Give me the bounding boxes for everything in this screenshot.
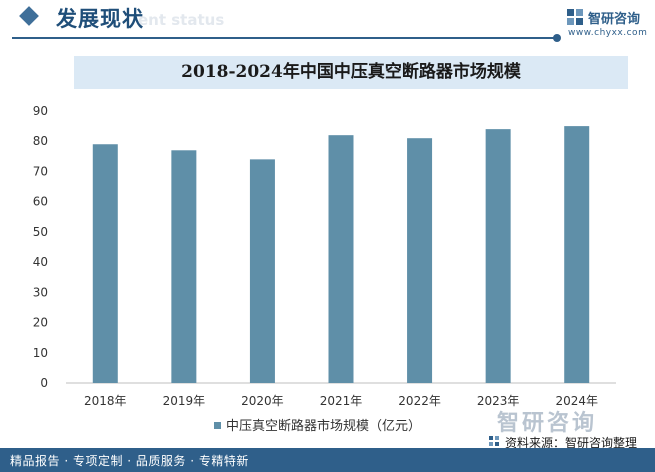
y-tick-label: 80: [33, 134, 48, 148]
footer-slogan: 精品报告 · 专项定制 · 品质服务 · 专精特新: [10, 454, 249, 468]
source-icon: [489, 436, 499, 446]
chart-title: 2018-2024年中国中压真空断路器市场规模: [181, 62, 521, 82]
y-tick-label: 40: [33, 255, 48, 269]
y-tick-label: 90: [33, 104, 48, 118]
brand-url: www.chyxx.com: [568, 28, 648, 38]
x-tick-label: 2021年: [320, 394, 363, 408]
header-rule: [12, 37, 557, 39]
bar-chart: 0 10 20 30 40 50 60 70 80 90 2018年 2019年 2020年 2021年 2…: [33, 104, 616, 434]
y-tick-label: 50: [33, 225, 48, 239]
brand-logo-icon: [567, 9, 583, 25]
bar: [564, 126, 590, 383]
brand-name: 智研咨询: [588, 12, 641, 27]
bar: [92, 144, 118, 383]
x-tick-label: 2024年: [555, 394, 598, 408]
legend-label: 中压真空断路器市场规模（亿元）: [226, 418, 421, 434]
header-rule-dot: [553, 34, 561, 42]
y-tick-label: 0: [40, 376, 48, 390]
x-tick-label: 2022年: [398, 394, 441, 408]
x-tick-label: 2018年: [84, 394, 127, 408]
bar: [249, 159, 275, 383]
y-tick-label: 70: [33, 164, 48, 178]
legend-swatch: [214, 422, 221, 429]
y-tick-label: 30: [33, 285, 48, 299]
y-tick-label: 20: [33, 316, 48, 330]
bar: [407, 138, 433, 383]
x-tick-label: 2019年: [163, 394, 206, 408]
chart-title-band: 2018-2024年中国中压真空断路器市场规模: [74, 56, 628, 89]
bar: [485, 129, 511, 383]
x-tick-label: 2023年: [477, 394, 520, 408]
section-header: 发展现状 ent status 智研咨询 www.chyxx.com: [0, 0, 655, 44]
y-tick-label: 10: [33, 346, 48, 360]
footer-band: 精品报告 · 专项定制 · 品质服务 · 专精特新: [0, 448, 655, 472]
section-title-ghost: ent status: [138, 11, 225, 29]
source-note: 资料来源：智研咨询整理: [505, 436, 638, 450]
bar: [171, 150, 197, 383]
brand: 智研咨询 www.chyxx.com: [566, 6, 652, 40]
section-title: 发展现状: [56, 6, 144, 31]
y-tick-label: 60: [33, 195, 48, 209]
watermark: 智研咨询: [497, 411, 598, 436]
bar: [328, 135, 354, 383]
x-tick-label: 2020年: [241, 394, 284, 408]
